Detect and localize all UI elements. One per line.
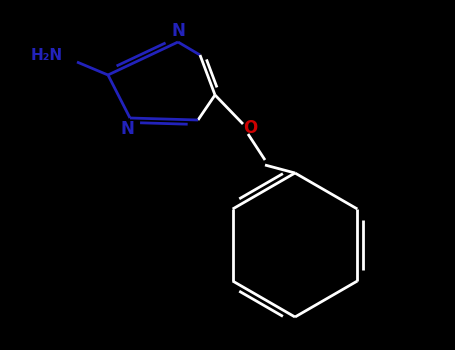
Text: N: N [120, 120, 134, 138]
Text: N: N [171, 22, 185, 40]
Text: O: O [243, 119, 257, 137]
Text: H₂N: H₂N [31, 48, 63, 63]
